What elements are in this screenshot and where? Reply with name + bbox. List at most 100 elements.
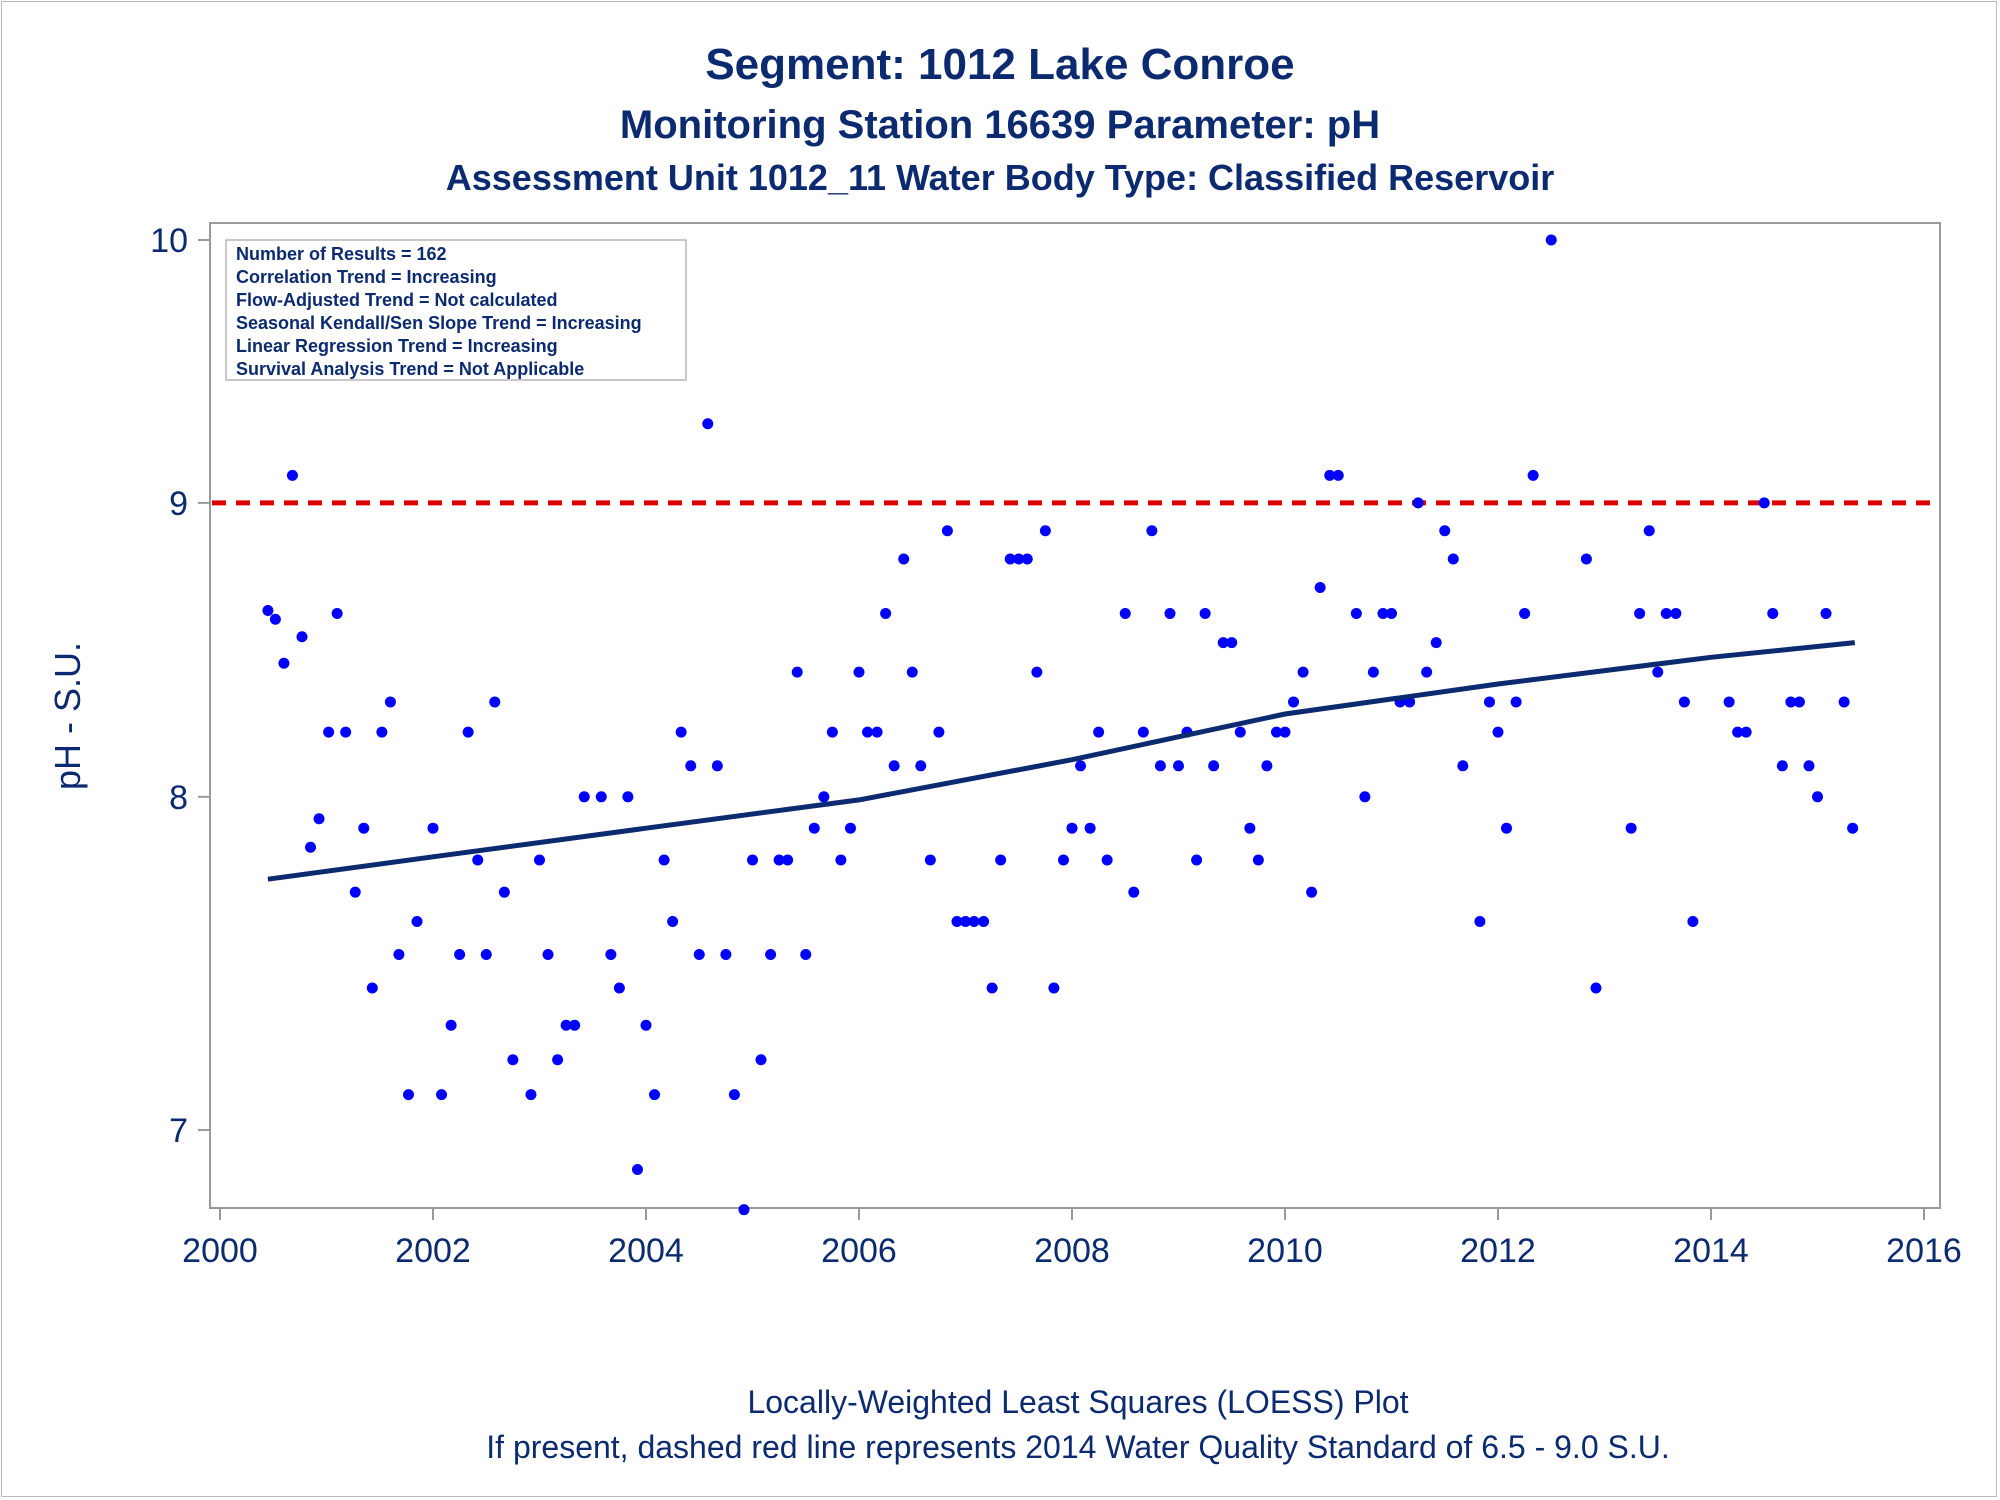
data-point (1039, 525, 1051, 537)
data-point (1545, 234, 1557, 246)
data-point (472, 854, 484, 866)
data-point (498, 886, 510, 898)
data-point (1270, 726, 1282, 738)
data-point (1128, 886, 1140, 898)
data-point (578, 791, 590, 803)
x-tick-label: 2002 (395, 1232, 471, 1270)
data-point (1252, 854, 1264, 866)
data-point (995, 854, 1007, 866)
chart-title: Segment: 1012 Lake Conroe (705, 40, 1294, 89)
data-point (658, 854, 670, 866)
data-point (835, 854, 847, 866)
data-point (898, 553, 910, 565)
data-point (1678, 696, 1690, 708)
data-point (1332, 469, 1344, 481)
data-point (1244, 822, 1256, 834)
data-point (1066, 822, 1078, 834)
data-point (1093, 726, 1105, 738)
x-axis: 2000 2002 2004 2006 2008 2010 2012 2014 2016 (182, 1208, 1962, 1270)
data-point (915, 760, 927, 772)
data-point (1439, 525, 1451, 537)
data-point (1483, 696, 1495, 708)
data-point (1421, 666, 1433, 678)
data-point (1687, 916, 1699, 928)
data-point (403, 1089, 415, 1101)
data-point (454, 949, 466, 961)
data-point (924, 854, 936, 866)
data-point (1146, 525, 1158, 537)
x-tick-label: 2014 (1673, 1232, 1749, 1270)
data-point (906, 666, 918, 678)
data-point (1430, 637, 1442, 649)
y-axis: 7 8 9 10 (150, 222, 210, 1150)
data-point (1758, 497, 1770, 509)
data-point (1057, 854, 1069, 866)
x-tick-label: 2012 (1460, 1232, 1536, 1270)
data-point (968, 916, 980, 928)
data-point (1793, 696, 1805, 708)
data-point (436, 1089, 448, 1101)
data-point (1048, 982, 1060, 994)
inset-line: Flow-Adjusted Trend = Not calculated (236, 290, 558, 310)
y-tick-label: 7 (169, 1112, 188, 1150)
data-point (1457, 760, 1469, 772)
data-point (1723, 696, 1735, 708)
data-point (853, 666, 865, 678)
data-point (331, 607, 343, 619)
x-tick-label: 2008 (1034, 1232, 1110, 1270)
inset-line: Number of Results = 162 (236, 244, 447, 264)
data-point (1119, 607, 1131, 619)
data-point (1013, 553, 1025, 565)
data-point (808, 822, 820, 834)
data-point (349, 886, 361, 898)
data-point (818, 791, 830, 803)
data-point (773, 854, 785, 866)
data-point (278, 657, 290, 669)
inset-line: Linear Regression Trend = Increasing (236, 336, 558, 356)
data-point (1838, 696, 1850, 708)
data-point (765, 949, 777, 961)
data-point (1306, 886, 1318, 898)
data-point (1670, 607, 1682, 619)
x-tick-label: 2016 (1886, 1232, 1962, 1270)
inset-line: Survival Analysis Trend = Not Applicable (236, 359, 584, 379)
data-point (888, 760, 900, 772)
data-point (1740, 726, 1752, 738)
data-point (445, 1019, 457, 1031)
data-point (1625, 822, 1637, 834)
data-point (1732, 726, 1744, 738)
loess-trend-line (267, 640, 1856, 882)
data-point (552, 1054, 564, 1066)
data-point (1474, 916, 1486, 928)
data-point (605, 949, 617, 961)
footnote-loess: Locally-Weighted Least Squares (LOESS) P… (747, 1384, 1408, 1420)
data-point (480, 949, 492, 961)
data-point (1519, 607, 1531, 619)
data-point (720, 949, 732, 961)
data-point (1164, 607, 1176, 619)
data-point (1847, 822, 1859, 834)
y-tick-label: 8 (169, 779, 188, 817)
data-point (1217, 637, 1229, 649)
data-point (1234, 726, 1246, 738)
data-point (1501, 822, 1513, 834)
data-point (1199, 607, 1211, 619)
data-point (595, 791, 607, 803)
data-point (560, 1019, 572, 1031)
footnote-standard: If present, dashed red line represents 2… (486, 1429, 1669, 1465)
data-point (296, 631, 308, 643)
data-point (1377, 607, 1389, 619)
data-point (747, 854, 758, 866)
data-point (1084, 822, 1096, 834)
data-point (1173, 760, 1184, 772)
data-point (411, 916, 423, 928)
data-point (525, 1089, 537, 1101)
data-point (1412, 497, 1424, 509)
data-point (738, 1204, 750, 1216)
data-point (1359, 791, 1371, 803)
data-point (941, 525, 953, 537)
data-point (862, 726, 874, 738)
data-point (542, 949, 554, 961)
